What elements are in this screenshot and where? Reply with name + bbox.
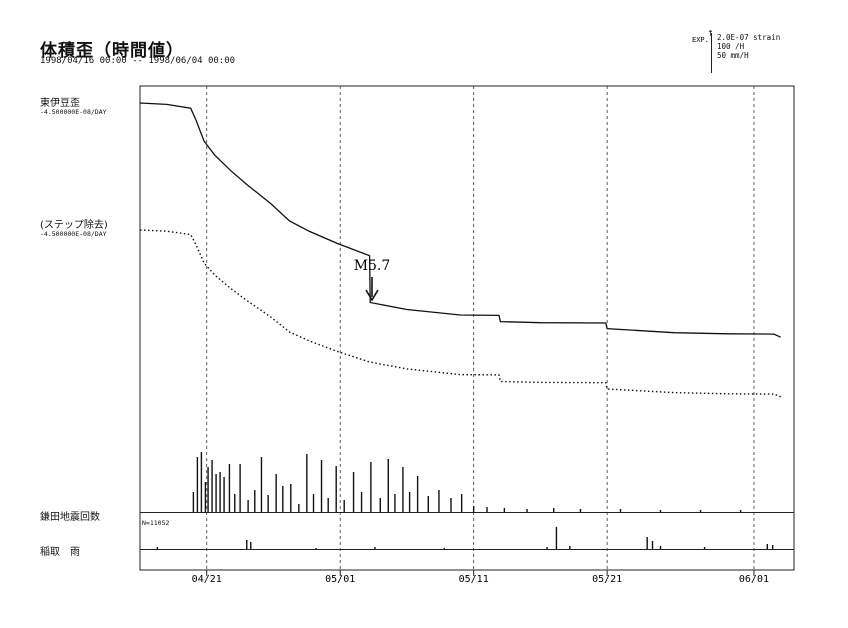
- x-tick-label: 05/01: [325, 574, 355, 585]
- corrected-series-label: (ステップ除去): [40, 220, 108, 231]
- plot-frame: [139, 85, 795, 571]
- x-axis-ticks: 04/21 05/01 05/11 05/21 06/01: [192, 570, 769, 585]
- exp-label: EXP.: [692, 36, 709, 44]
- annotation-arrowhead-icon: [365, 289, 379, 302]
- grid-lines: [206, 86, 755, 570]
- corrected-series-line: [139, 229, 781, 398]
- chart-title: 体積歪（時間値）: [40, 41, 184, 61]
- series-layer: [139, 102, 781, 549]
- date-range: 1998/04/16 00:00 -- 1998/06/04 00:00: [40, 56, 236, 66]
- quake-count-label: N=11052: [142, 519, 170, 527]
- annotation-label: M5.7: [354, 258, 391, 274]
- annotation: M5.7: [354, 258, 391, 302]
- corrected-rate-label: -4.500000E-08/DAY: [40, 230, 107, 238]
- scale-arrow-icon: ↑: [707, 29, 714, 38]
- strain-rate-label: -4.500000E-08/DAY: [40, 108, 107, 116]
- scale-rain: 50 mm/H: [717, 51, 749, 60]
- rain-series-label: 稲取 雨: [40, 547, 80, 558]
- scale-quake: 100 /H: [717, 42, 745, 51]
- strain-series-line: [139, 102, 781, 338]
- x-tick-label: 05/11: [459, 574, 489, 585]
- scale-strain: 2.0E-07 strain: [717, 33, 781, 42]
- x-tick-label: 05/21: [592, 574, 622, 585]
- scale-legend: 2.0E-07 strain 100 /H 50 mm/H: [711, 33, 792, 73]
- quake-series-label: 鎌田地震回数: [40, 512, 100, 523]
- strain-series-label: 東伊豆歪: [40, 98, 80, 109]
- x-tick-label: 04/21: [192, 574, 222, 585]
- x-tick-label: 06/01: [739, 574, 769, 585]
